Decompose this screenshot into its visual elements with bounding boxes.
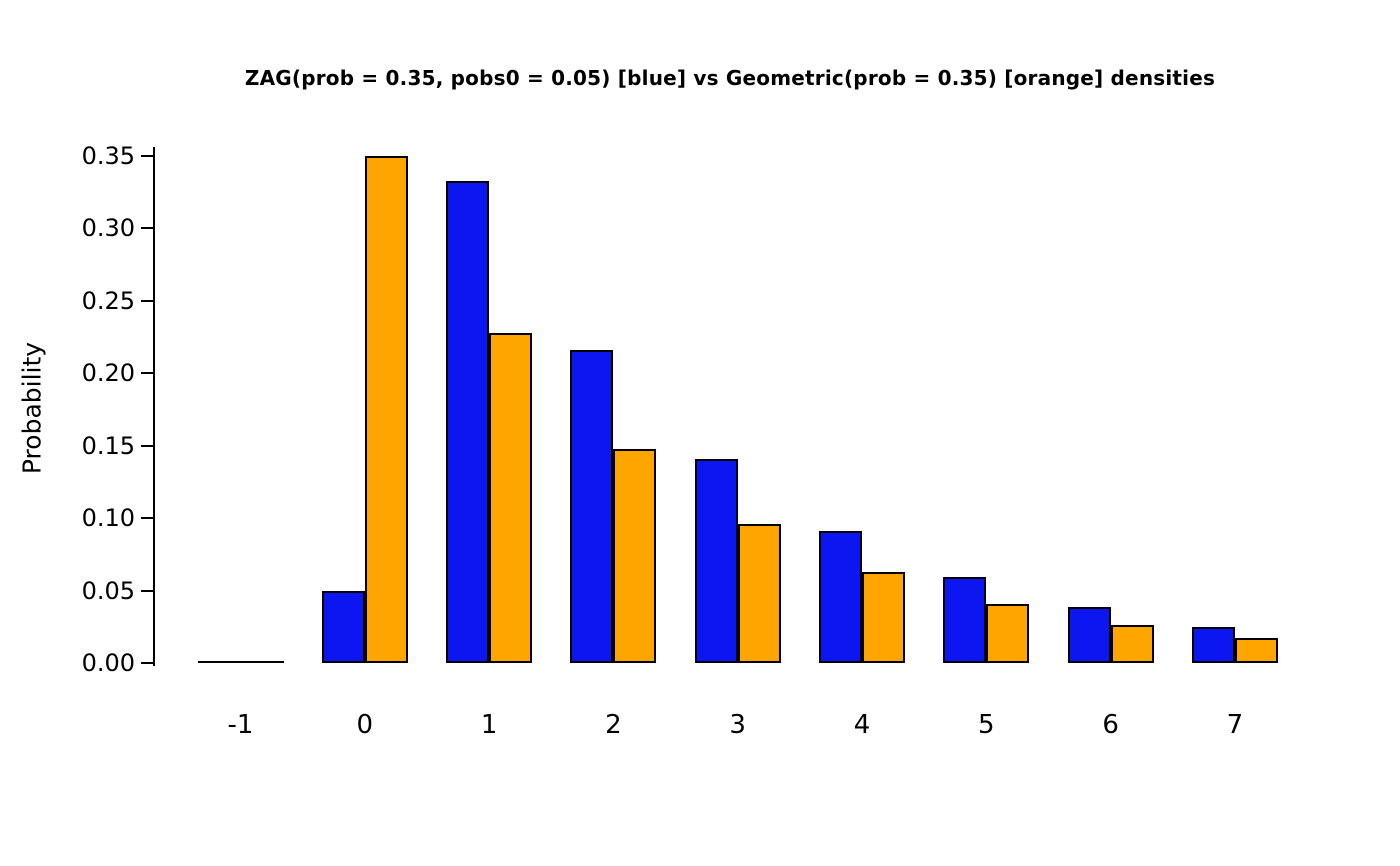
bar-geometric-orange-x1 (489, 333, 533, 663)
bar-zag-blue-x7 (1191, 627, 1235, 663)
y-axis-tick (141, 517, 154, 520)
bar-zag-blue-x-1 (197, 661, 241, 663)
y-axis-line (153, 147, 155, 666)
y-axis-tick (141, 662, 154, 664)
bar-zag-blue-x4 (819, 531, 862, 663)
bar-geometric-orange-x6 (1110, 625, 1154, 663)
bar-geometric-orange-x5 (986, 604, 1030, 663)
y-tick-label: 0.20 (81, 359, 135, 388)
bar-geometric-orange-x3 (737, 524, 781, 663)
bar-geometric-orange-x-1 (240, 661, 284, 663)
y-axis-tick (141, 372, 154, 375)
y-tick-label: 0.30 (81, 214, 135, 243)
x-tick-label: 7 (1226, 710, 1244, 740)
y-tick-label: 0.35 (81, 142, 135, 170)
x-tick-label: 4 (853, 710, 871, 740)
bar-zag-blue-x5 (943, 577, 987, 663)
x-tick-label: 2 (605, 710, 622, 740)
bar-zag-blue-x3 (694, 459, 738, 663)
x-tick-label: 5 (978, 710, 995, 740)
y-axis-tick (141, 299, 154, 302)
y-tick-label: 0.00 (81, 649, 135, 677)
bar-zag-blue-x0 (321, 591, 365, 663)
y-axis-tick (141, 227, 154, 230)
x-tick-label: 6 (1102, 710, 1119, 740)
x-tick-label: 3 (729, 710, 746, 740)
bar-zag-blue-x2 (570, 350, 614, 663)
x-tick-label: 1 (480, 710, 498, 740)
bar-zag-blue-x6 (1067, 607, 1111, 663)
chart-title: ZAG(prob = 0.35, pobs0 = 0.05) [blue] vs… (244, 66, 1216, 90)
y-axis-tick (141, 589, 154, 592)
bar-zag-blue-x1 (446, 181, 490, 663)
y-tick-label: 0.15 (81, 431, 135, 460)
y-tick-label: 0.05 (81, 576, 135, 605)
bar-geometric-orange-x2 (613, 449, 657, 663)
bar-geometric-orange-x4 (862, 572, 905, 663)
bar-geometric-orange-x7 (1234, 638, 1278, 663)
y-tick-label: 0.25 (81, 286, 135, 315)
bar-geometric-orange-x0 (364, 156, 408, 663)
y-axis-tick (141, 444, 154, 447)
x-tick-label: 0 (356, 710, 374, 740)
y-axis-tick (141, 155, 154, 157)
x-tick-label: -1 (227, 710, 254, 740)
y-tick-label: 0.10 (81, 504, 135, 533)
